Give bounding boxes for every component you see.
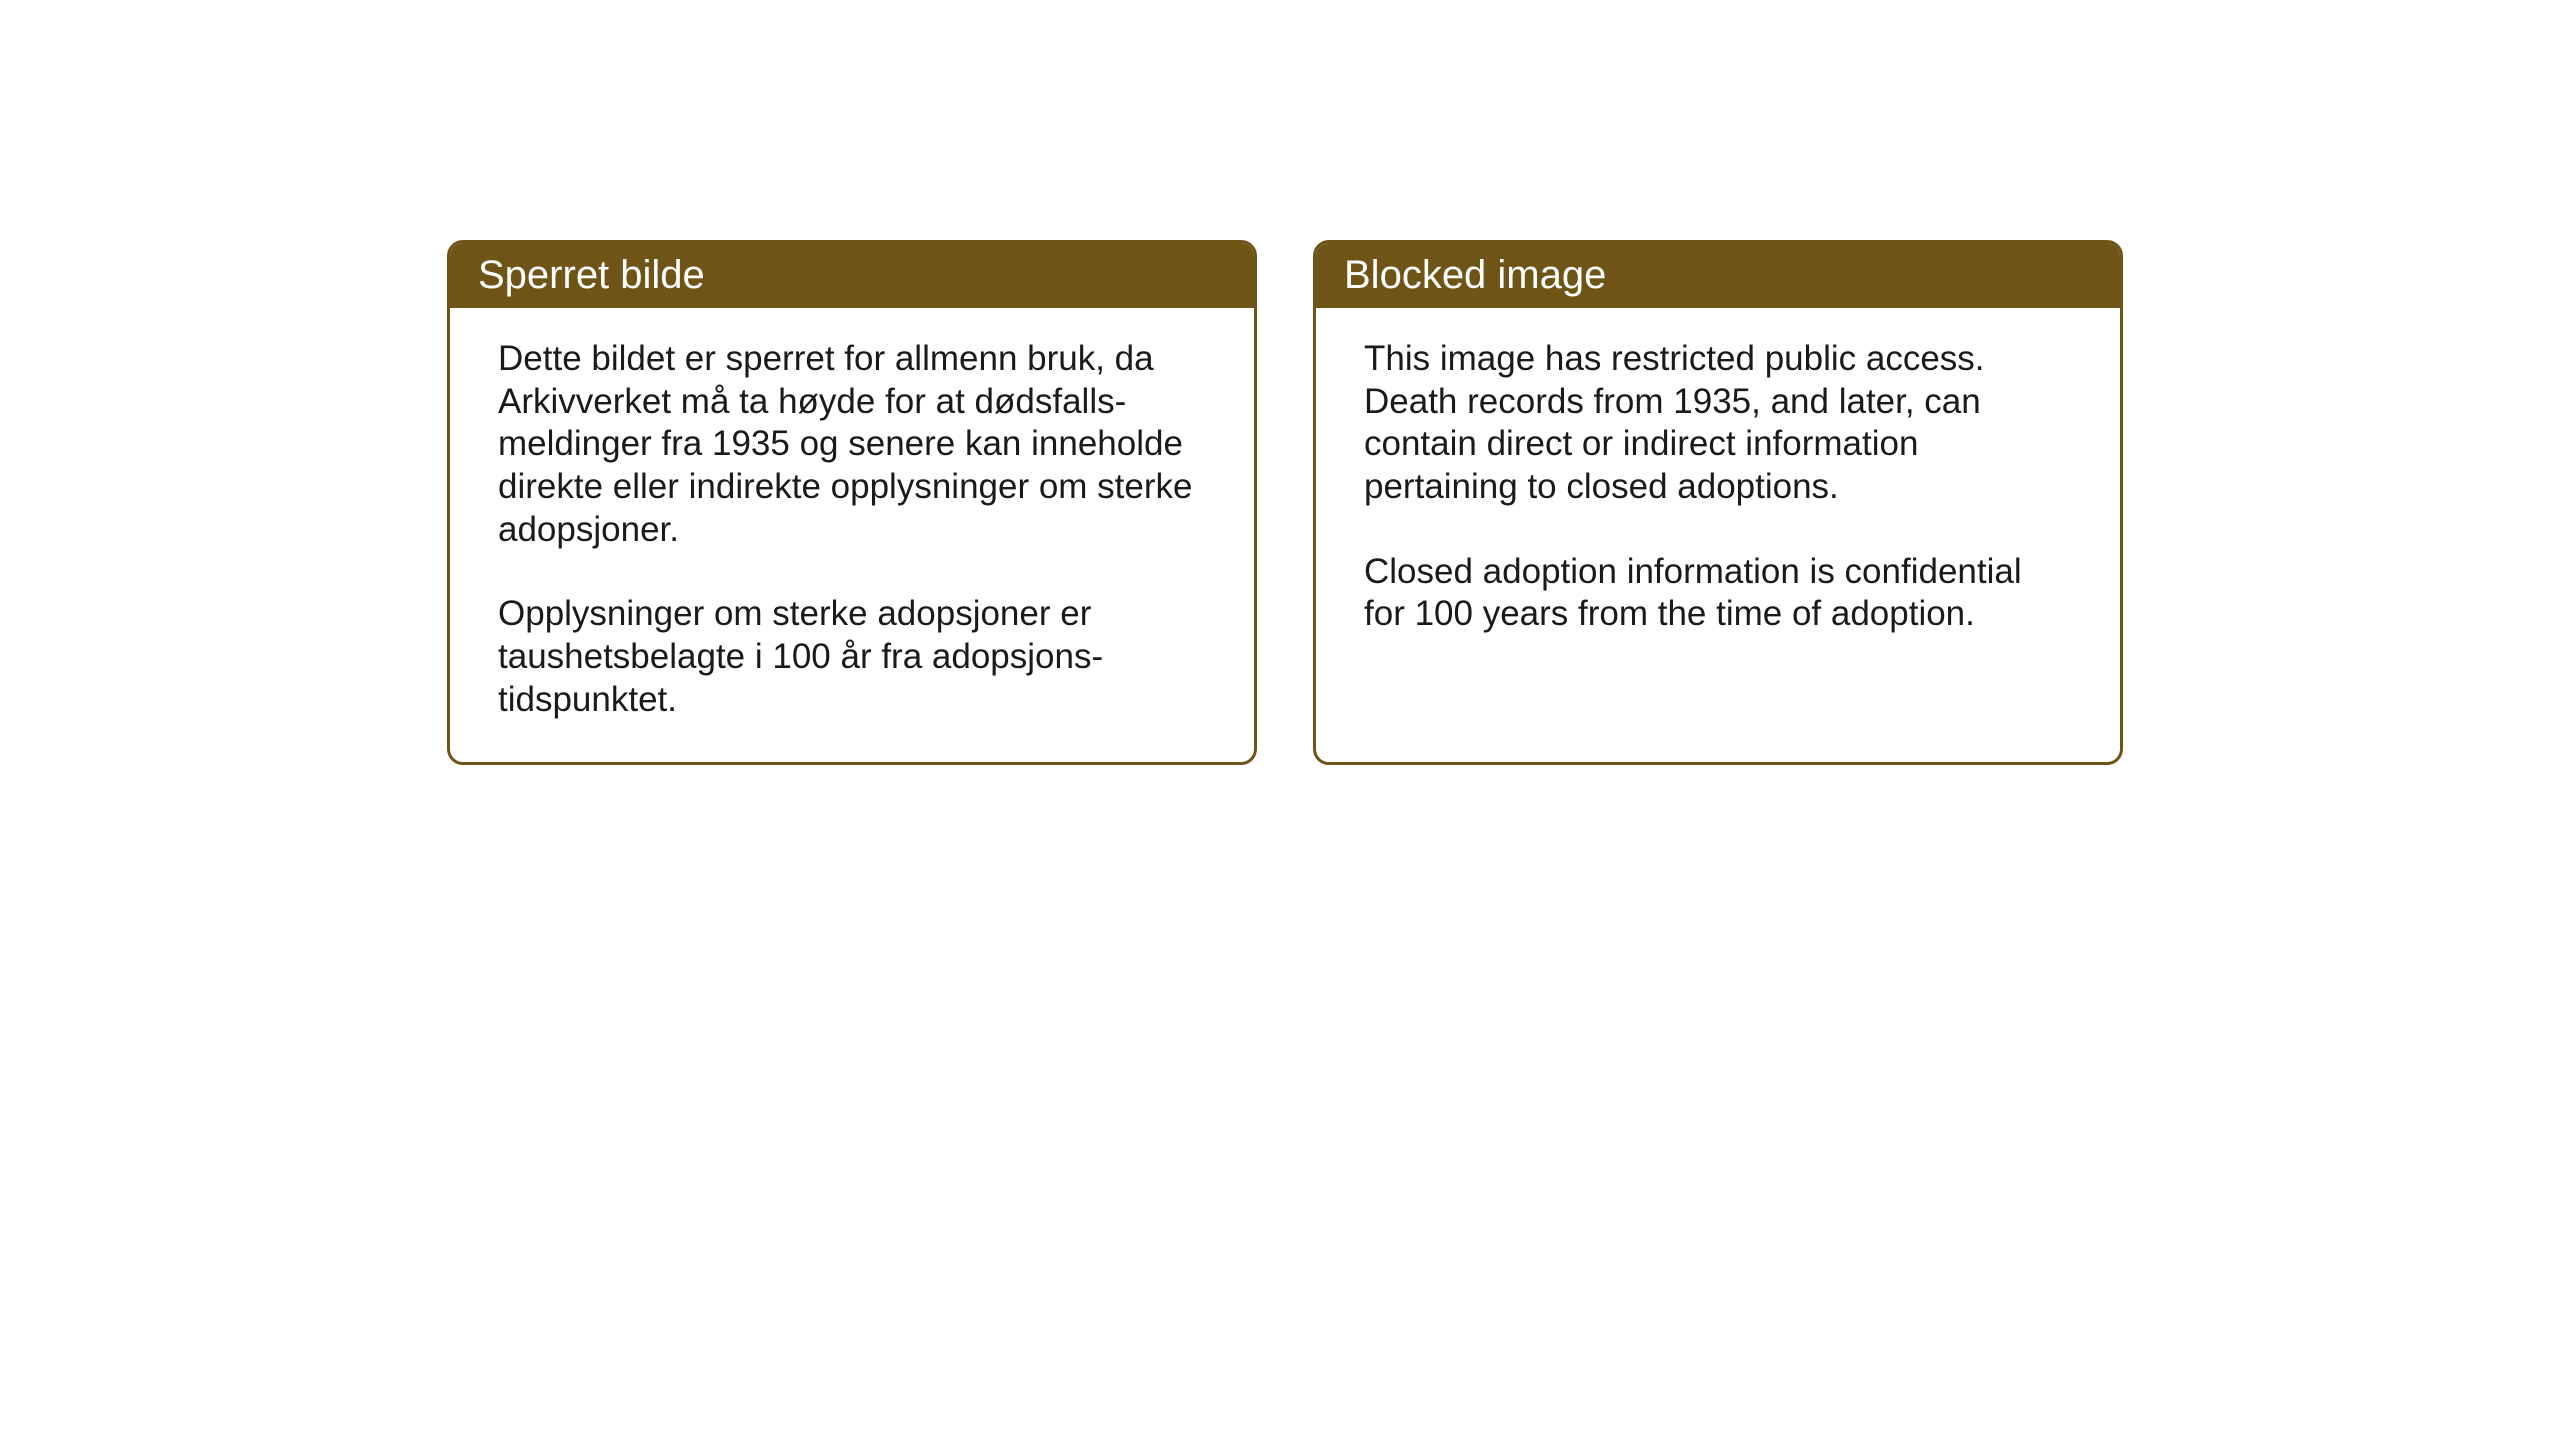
notice-header-english: Blocked image <box>1316 243 2120 308</box>
notice-header-norwegian: Sperret bilde <box>450 243 1254 308</box>
notice-paragraph-1-norwegian: Dette bildet er sperret for allmenn bruk… <box>498 338 1206 551</box>
notice-body-english: This image has restricted public access.… <box>1316 308 2120 728</box>
notice-title-english: Blocked image <box>1344 253 1606 297</box>
notice-paragraph-1-english: This image has restricted public access.… <box>1364 338 2072 509</box>
notice-title-norwegian: Sperret bilde <box>478 253 705 297</box>
notice-paragraph-2-english: Closed adoption information is confident… <box>1364 551 2072 636</box>
notice-paragraph-2-norwegian: Opplysninger om sterke adopsjoner er tau… <box>498 593 1206 721</box>
notice-card-english: Blocked image This image has restricted … <box>1313 240 2123 765</box>
notice-container: Sperret bilde Dette bildet er sperret fo… <box>447 240 2123 765</box>
notice-body-norwegian: Dette bildet er sperret for allmenn bruk… <box>450 308 1254 762</box>
notice-card-norwegian: Sperret bilde Dette bildet er sperret fo… <box>447 240 1257 765</box>
